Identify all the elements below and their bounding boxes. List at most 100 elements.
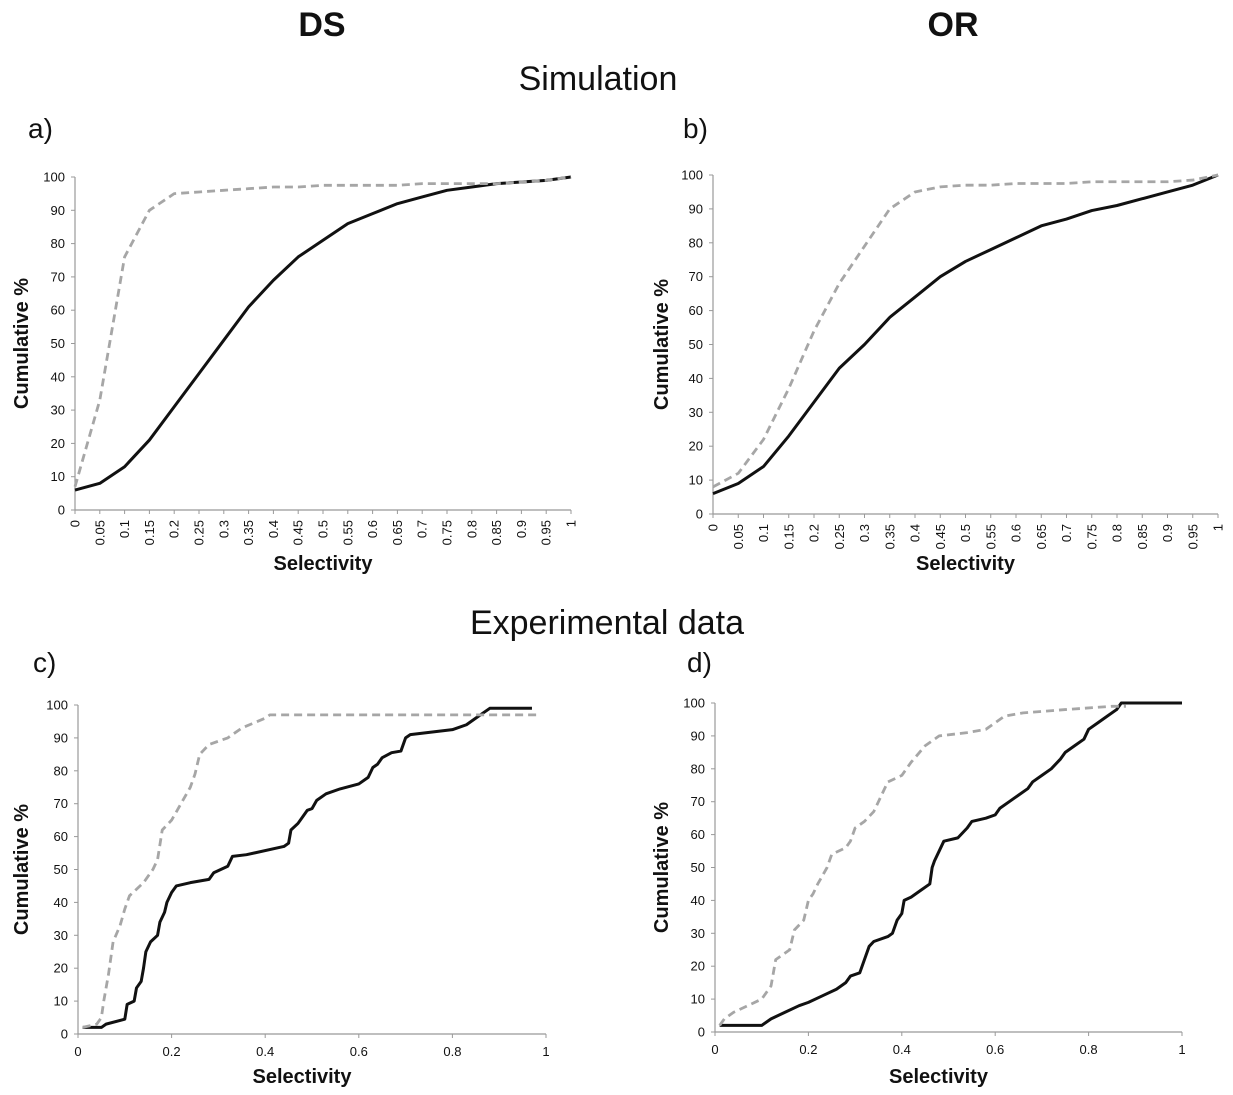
x-tick-label: 0.3 xyxy=(216,520,231,538)
y-tick-label: 90 xyxy=(691,728,705,743)
x-tick-label: 0.75 xyxy=(1084,524,1099,549)
x-tick-label: 0.1 xyxy=(756,524,771,542)
data-line xyxy=(712,173,1219,496)
x-tick-label: 0.6 xyxy=(986,1042,1004,1057)
x-tick-label: 0.2 xyxy=(167,520,182,538)
y-tick-label: 30 xyxy=(691,926,705,941)
y-tick-label: 0 xyxy=(58,503,65,518)
x-tick-label: 0.85 xyxy=(1135,524,1150,549)
x-tick-label: 0 xyxy=(711,1042,718,1057)
y-axis-title: Cumulative % xyxy=(651,802,673,933)
panel-label: c) xyxy=(33,647,56,678)
y-tick-label: 90 xyxy=(689,201,703,216)
y-tick-label: 100 xyxy=(43,170,65,185)
x-tick-label: 0.05 xyxy=(92,520,107,545)
panel-label: d) xyxy=(687,647,712,678)
x-axis-title: Selectivity xyxy=(253,1066,353,1088)
y-tick-label: 30 xyxy=(689,405,703,420)
y-tick-label: 80 xyxy=(689,235,703,250)
x-tick-label: 0.95 xyxy=(1185,524,1200,549)
x-tick-label: 0.6 xyxy=(1009,524,1024,542)
x-tick-label: 0.15 xyxy=(142,520,157,545)
x-tick-label: 0.3 xyxy=(857,524,872,542)
x-tick-label: 0.9 xyxy=(1160,524,1175,542)
y-tick-label: 10 xyxy=(51,469,65,484)
x-tick-label: 0.45 xyxy=(291,520,306,545)
x-tick-label: 0.4 xyxy=(908,524,923,542)
x-tick-label: 0 xyxy=(706,524,721,531)
x-tick-label: 0.6 xyxy=(365,520,380,538)
y-tick-label: 60 xyxy=(691,827,705,842)
y-tick-label: 20 xyxy=(691,959,705,974)
x-axis-title: Selectivity xyxy=(916,553,1016,575)
x-tick-label: 0.45 xyxy=(933,524,948,549)
y-axis-title: Cumulative % xyxy=(11,804,33,935)
y-tick-label: 100 xyxy=(46,698,68,713)
y-tick-label: 90 xyxy=(54,730,68,745)
x-tick-label: 0.9 xyxy=(514,520,529,538)
y-tick-label: 50 xyxy=(51,336,65,351)
y-tick-label: 50 xyxy=(691,860,705,875)
x-tick-label: 0.05 xyxy=(731,524,746,549)
data-line xyxy=(82,713,537,1029)
x-tick-label: 0 xyxy=(74,1044,81,1059)
y-tick-label: 20 xyxy=(51,436,65,451)
y-tick-label: 80 xyxy=(54,763,68,778)
data-line xyxy=(712,173,1219,489)
y-tick-label: 70 xyxy=(54,796,68,811)
y-tick-label: 80 xyxy=(51,236,65,251)
data-line xyxy=(719,701,1182,1027)
x-tick-label: 0.4 xyxy=(893,1042,911,1057)
x-tick-label: 0.2 xyxy=(807,524,822,542)
y-tick-label: 0 xyxy=(61,1027,68,1042)
x-tick-label: 1 xyxy=(1178,1042,1185,1057)
y-tick-label: 10 xyxy=(691,992,705,1007)
x-tick-label: 0.8 xyxy=(1080,1042,1098,1057)
y-tick-label: 60 xyxy=(51,303,65,318)
y-tick-label: 40 xyxy=(691,893,705,908)
x-tick-label: 0.8 xyxy=(464,520,479,538)
x-tick-label: 0 xyxy=(68,520,83,527)
x-tick-label: 0.35 xyxy=(882,524,897,549)
y-tick-label: 100 xyxy=(681,168,703,183)
y-tick-label: 70 xyxy=(691,794,705,809)
section-title: Simulation xyxy=(519,60,678,98)
x-tick-label: 0.75 xyxy=(440,520,455,545)
y-tick-label: 10 xyxy=(689,473,703,488)
x-tick-label: 0.25 xyxy=(832,524,847,549)
column-title: OR xyxy=(928,6,979,44)
panel-label: a) xyxy=(28,113,53,144)
y-tick-label: 40 xyxy=(689,371,703,386)
x-tick-label: 0.35 xyxy=(241,520,256,545)
y-tick-label: 70 xyxy=(689,269,703,284)
y-tick-label: 20 xyxy=(689,439,703,454)
x-tick-label: 0.5 xyxy=(316,520,331,538)
y-tick-label: 30 xyxy=(54,928,68,943)
x-tick-label: 0.7 xyxy=(415,520,430,538)
x-tick-label: 0.6 xyxy=(350,1044,368,1059)
x-tick-label: 0.7 xyxy=(1059,524,1074,542)
x-tick-label: 0.2 xyxy=(799,1042,817,1057)
section-title: Experimental data xyxy=(470,604,744,642)
y-axis-title: Cumulative % xyxy=(651,279,673,410)
y-tick-label: 10 xyxy=(54,994,68,1009)
x-tick-label: 0.1 xyxy=(117,520,132,538)
y-tick-label: 20 xyxy=(54,961,68,976)
y-tick-label: 80 xyxy=(691,761,705,776)
y-tick-label: 90 xyxy=(51,203,65,218)
x-axis-title: Selectivity xyxy=(274,553,374,575)
y-tick-label: 30 xyxy=(51,403,65,418)
y-tick-label: 60 xyxy=(54,829,68,844)
x-tick-label: 1 xyxy=(564,520,579,527)
x-tick-label: 0.15 xyxy=(781,524,796,549)
y-tick-label: 70 xyxy=(51,269,65,284)
x-tick-label: 0.55 xyxy=(983,524,998,549)
x-tick-label: 0.65 xyxy=(390,520,405,545)
x-tick-label: 1 xyxy=(542,1044,549,1059)
x-axis-title: Selectivity xyxy=(889,1066,989,1088)
y-tick-label: 60 xyxy=(689,303,703,318)
x-tick-label: 0.65 xyxy=(1034,524,1049,549)
x-tick-label: 0.55 xyxy=(340,520,355,545)
y-tick-label: 50 xyxy=(54,862,68,877)
